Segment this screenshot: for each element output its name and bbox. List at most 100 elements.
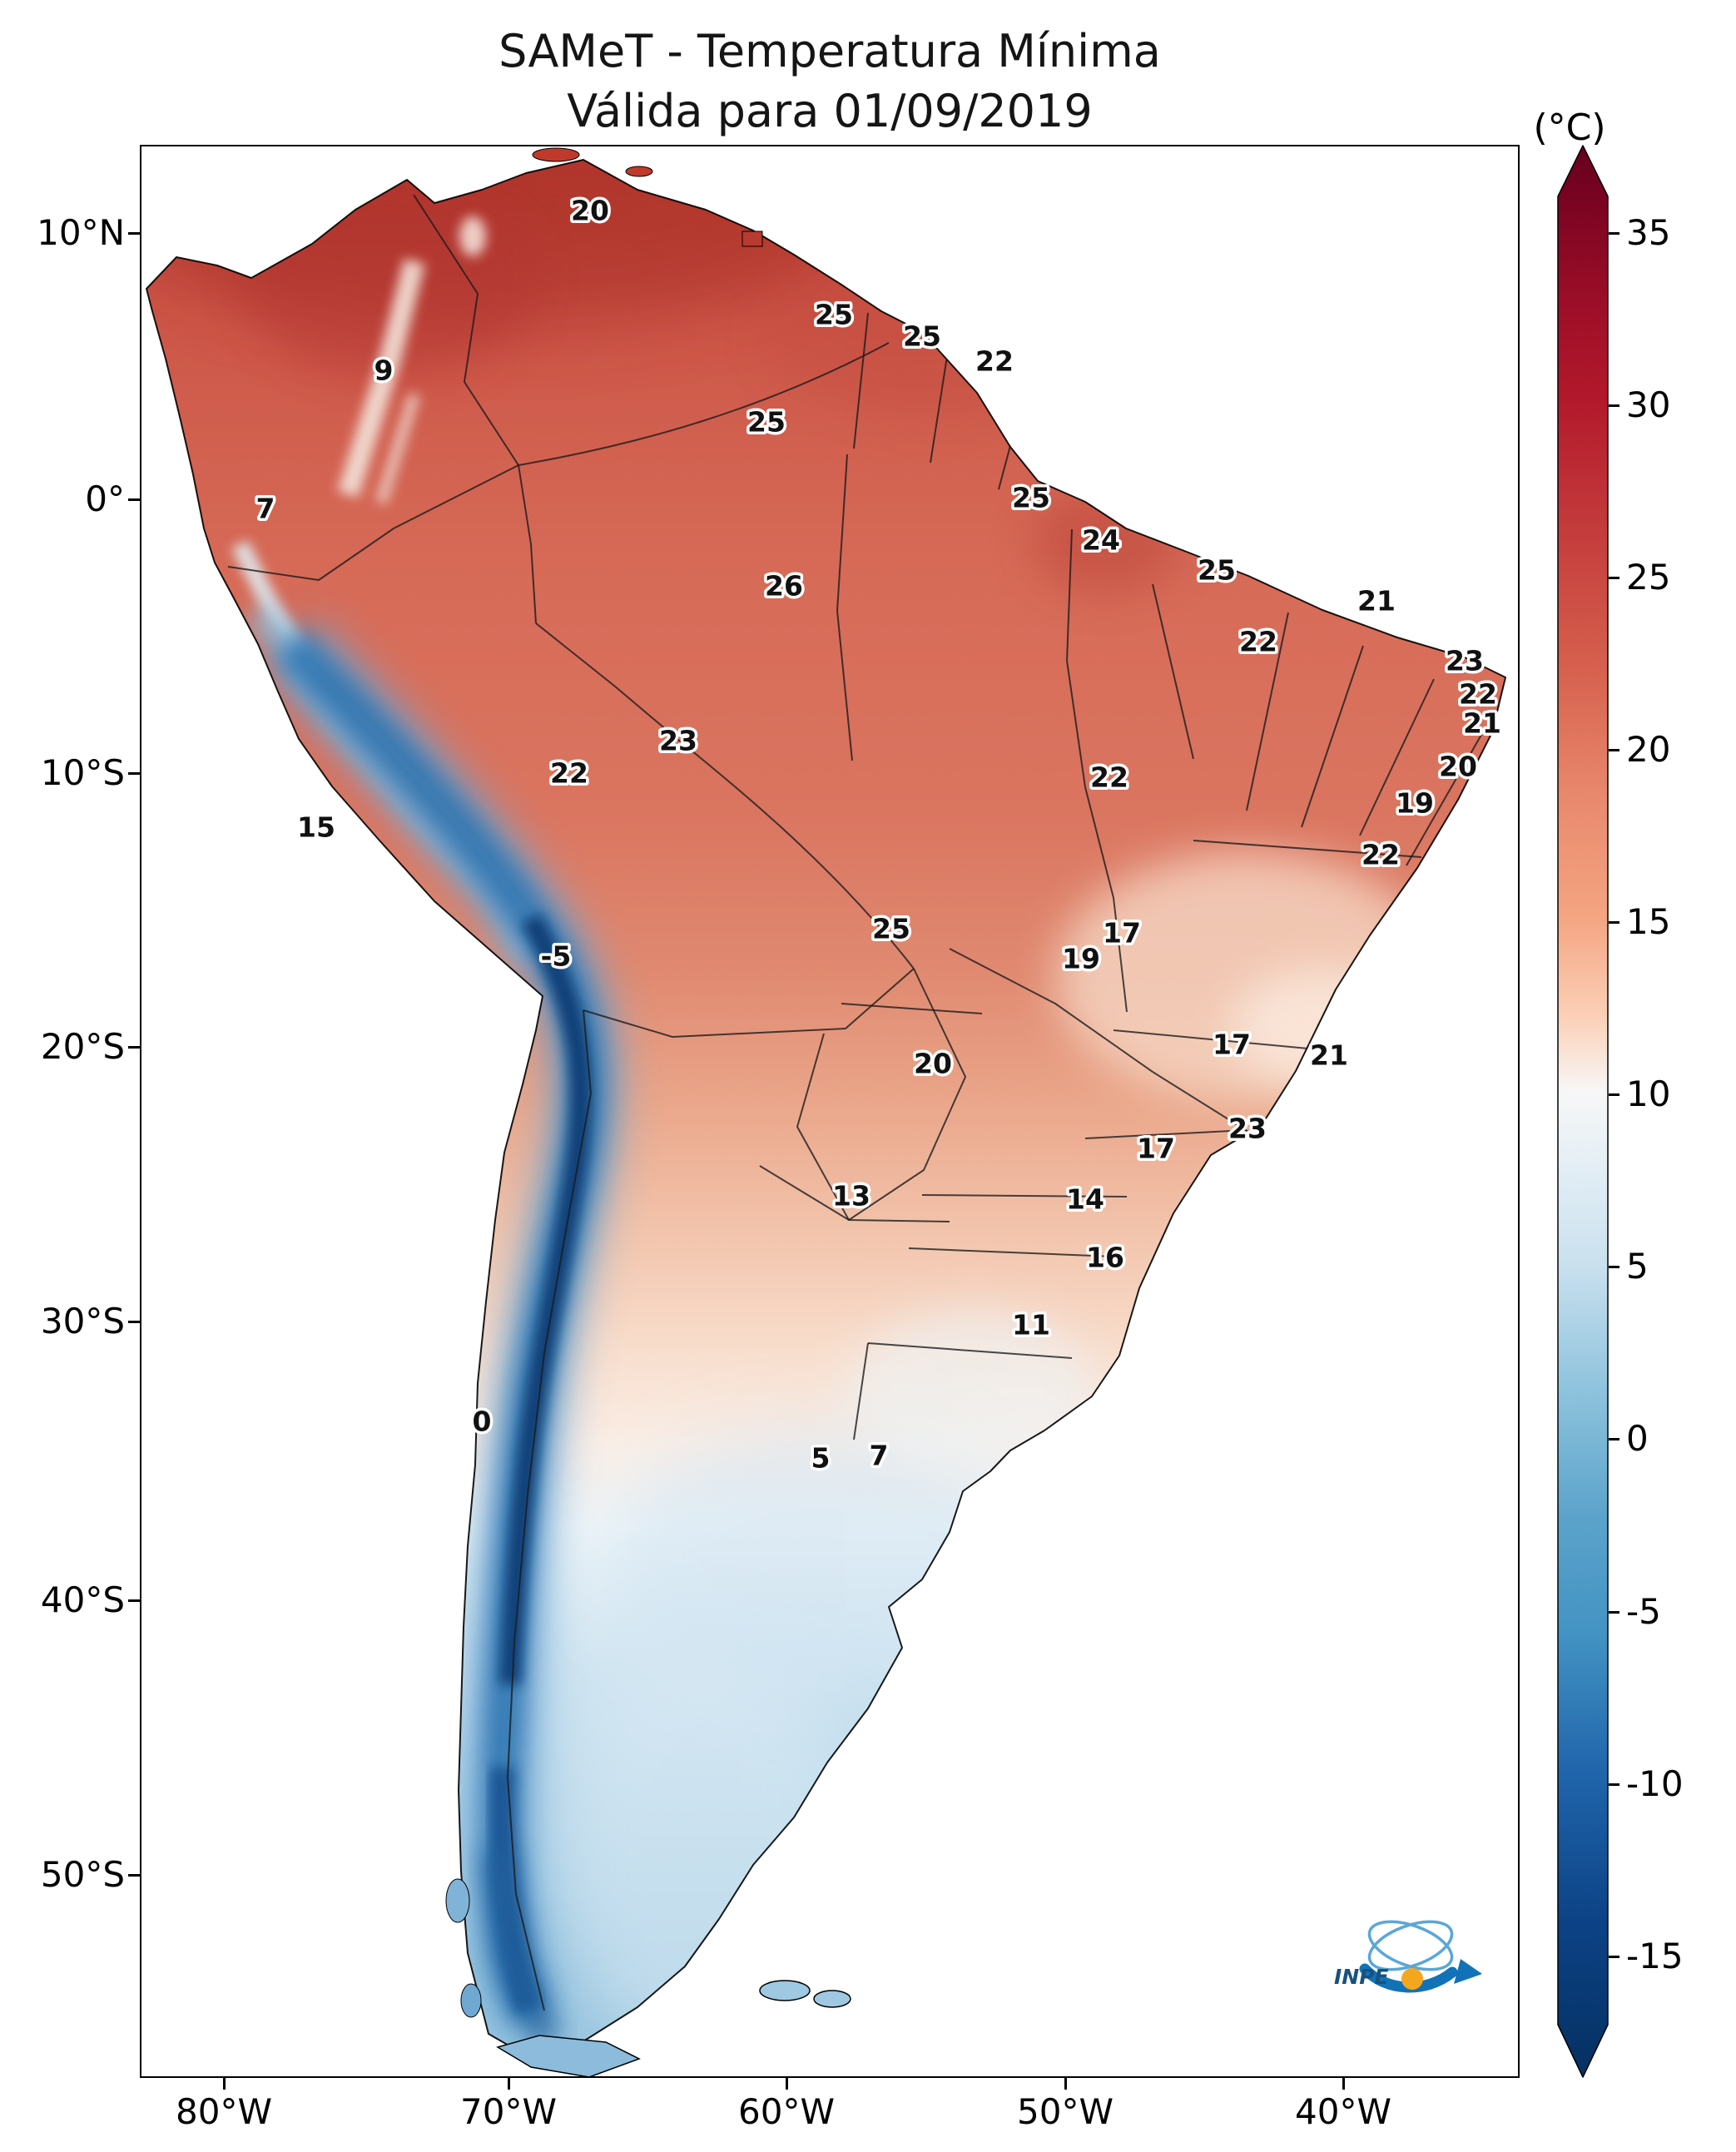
inpe-logo: INPE bbox=[1334, 1920, 1482, 1993]
station-temp-label: 14 bbox=[1066, 1183, 1104, 1216]
lon-tick-mark bbox=[786, 2078, 788, 2090]
station-temp-label: 19 bbox=[1396, 787, 1434, 820]
map-subtitle-date: Válida para 01/09/2019 bbox=[567, 85, 1093, 137]
lat-tick-label: 30°S bbox=[40, 1301, 125, 1341]
station-temp-label: 24 bbox=[1082, 524, 1120, 557]
station-temp-label: 25 bbox=[1012, 482, 1050, 514]
colorbar-tick-label: -5 bbox=[1626, 1591, 1661, 1632]
colorbar-tick-label: 25 bbox=[1626, 557, 1671, 598]
station-temp-label: 9 bbox=[374, 355, 394, 387]
station-temp-label: 20 bbox=[914, 1048, 952, 1080]
station-temp-label: 0 bbox=[473, 1406, 492, 1438]
lat-tick-mark bbox=[128, 1599, 140, 1602]
colorbar-tick-label: 0 bbox=[1626, 1418, 1649, 1459]
lat-tick-mark bbox=[128, 772, 140, 775]
station-temp-label: 21 bbox=[1357, 585, 1396, 617]
colorbar-tick-mark bbox=[1609, 1266, 1619, 1268]
internal-borders bbox=[227, 194, 1486, 2011]
station-temp-label: 19 bbox=[1062, 943, 1100, 975]
colorbar-gradient-bar bbox=[1557, 145, 1609, 2078]
colorbar-tick-label: 5 bbox=[1626, 1246, 1649, 1287]
lat-tick-label: 10°S bbox=[40, 752, 125, 793]
logo-inpe-text: INPE bbox=[1334, 1965, 1389, 1989]
station-temp-label: 22 bbox=[550, 757, 588, 790]
colorbar-tick-label: 30 bbox=[1626, 384, 1671, 425]
lon-tick-label: 80°W bbox=[176, 2091, 272, 2132]
station-temp-label: 25 bbox=[1198, 554, 1236, 587]
coastline bbox=[146, 159, 1506, 2062]
islands bbox=[445, 147, 851, 2078]
colorbar-tick-mark bbox=[1609, 1611, 1619, 1614]
colorbar-tick-mark bbox=[1609, 921, 1619, 924]
station-temp-label: 17 bbox=[1137, 1133, 1175, 1165]
continent-landmass bbox=[146, 160, 1505, 2061]
lat-tick-mark bbox=[128, 232, 140, 235]
station-temp-label: 22 bbox=[1239, 626, 1277, 658]
station-temp-label: 5 bbox=[811, 1442, 831, 1475]
station-temp-label: 22 bbox=[1459, 678, 1497, 711]
lat-tick-label: 20°S bbox=[40, 1026, 125, 1067]
station-temp-label: 20 bbox=[571, 195, 609, 227]
station-temp-label: 17 bbox=[1103, 917, 1141, 950]
station-temp-label: 22 bbox=[975, 345, 1014, 378]
colorbar-tick-label: -10 bbox=[1626, 1763, 1684, 1804]
lat-tick-label: 40°S bbox=[40, 1579, 125, 1620]
station-temp-label: 13 bbox=[832, 1180, 870, 1212]
station-temp-label: 23 bbox=[659, 725, 697, 757]
colorbar-tick-mark bbox=[1609, 1956, 1619, 1958]
map-title: SAMeT - Temperatura Mínima bbox=[498, 25, 1161, 77]
lat-tick-mark bbox=[128, 1046, 140, 1049]
lon-tick-label: 60°W bbox=[738, 2091, 835, 2132]
colorbar-tick-label: 15 bbox=[1626, 901, 1671, 942]
colorbar-tick-label: 20 bbox=[1626, 729, 1671, 770]
station-temp-label: 11 bbox=[1012, 1309, 1050, 1341]
lon-tick-mark bbox=[1064, 2078, 1067, 2090]
station-temp-label: -5 bbox=[541, 940, 572, 973]
colorbar-tick-label: -15 bbox=[1626, 1936, 1684, 1976]
station-temp-label: 25 bbox=[872, 913, 910, 945]
lat-tick-mark bbox=[128, 1874, 140, 1877]
station-temp-label: 21 bbox=[1310, 1039, 1348, 1072]
temperature-field-overlays bbox=[146, 160, 1438, 2061]
station-temp-label: 17 bbox=[1213, 1029, 1251, 1061]
logo-orbit-icon bbox=[1367, 1920, 1454, 1971]
lon-tick-mark bbox=[508, 2078, 510, 2090]
lat-tick-label: 10°N bbox=[37, 212, 125, 253]
logo-orbit-icon bbox=[1367, 1920, 1454, 1971]
lon-tick-label: 70°W bbox=[460, 2091, 557, 2132]
colorbar-tick-label: 35 bbox=[1626, 212, 1671, 253]
colorbar-tick-label: 10 bbox=[1626, 1074, 1671, 1114]
station-temp-label: 7 bbox=[870, 1440, 889, 1472]
station-temp-label: 25 bbox=[815, 299, 853, 331]
colorbar-tick-mark bbox=[1609, 577, 1619, 579]
plot-frame bbox=[140, 145, 1520, 2078]
station-temp-label: 20 bbox=[1439, 751, 1477, 783]
lat-tick-label: 50°S bbox=[40, 1854, 125, 1895]
station-temp-label: 23 bbox=[1228, 1113, 1267, 1145]
station-temp-label: 21 bbox=[1463, 707, 1501, 740]
colorbar-tick-mark bbox=[1609, 404, 1619, 407]
station-temp-label: 22 bbox=[1090, 761, 1128, 794]
station-temp-label: 16 bbox=[1086, 1242, 1124, 1274]
lat-tick-mark bbox=[128, 498, 140, 501]
colorbar-tick-mark bbox=[1609, 1093, 1619, 1096]
lon-tick-label: 50°W bbox=[1017, 2091, 1114, 2132]
logo-arrowhead-icon bbox=[1454, 1959, 1482, 1984]
station-temp-label: 26 bbox=[765, 570, 803, 602]
map-plot-area: 20 25 25 22 9 25 7 25 24 25 26 21 22 23 22 21 23 22 20 22 19… bbox=[140, 145, 1520, 2078]
lat-tick-label: 0° bbox=[85, 478, 125, 519]
station-temp-label: 15 bbox=[297, 811, 335, 844]
logo-globe-icon bbox=[1401, 1968, 1423, 1990]
lon-tick-mark bbox=[223, 2078, 226, 2090]
station-temp-label: 7 bbox=[256, 493, 275, 525]
lon-tick-mark bbox=[1342, 2078, 1345, 2090]
colorbar-tick-mark bbox=[1609, 1438, 1619, 1440]
station-temp-label: 22 bbox=[1362, 839, 1400, 871]
colorbar-tick-mark bbox=[1609, 749, 1619, 751]
temperature-colorbar bbox=[1557, 145, 1609, 2078]
station-temp-label: 23 bbox=[1446, 645, 1484, 677]
colorbar-tick-mark bbox=[1609, 232, 1619, 235]
